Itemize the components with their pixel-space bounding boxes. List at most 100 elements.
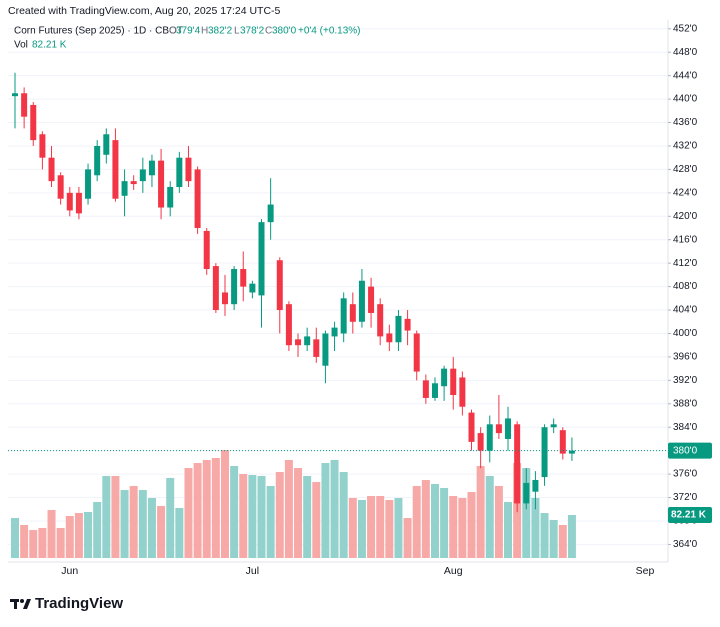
legend-title: Corn Futures (Sep 2025) · 1D · CBOT — [14, 26, 183, 37]
last-price-label: 380'0 — [673, 445, 698, 456]
volume-bar — [440, 488, 449, 558]
x-tick-label: Sep — [636, 565, 655, 577]
candle-body — [130, 181, 137, 185]
candle-body — [495, 424, 502, 434]
logo-mark — [23, 599, 31, 609]
y-tick-label: 424'0 — [673, 187, 698, 198]
candle-body — [441, 368, 448, 387]
candle-body — [322, 333, 329, 366]
price-axis: 452'0 448'0 444'0 440'0 436'0 432'0 428'0 424'0… — [61, 23, 712, 577]
candle-body — [66, 192, 73, 211]
legend-value: 379'4 — [176, 26, 201, 37]
y-tick-label: 444'0 — [673, 70, 698, 81]
legend-key: C — [265, 26, 272, 37]
watermark: Created with TradingView.com, Aug 20, 20… — [8, 5, 281, 17]
candle-body — [249, 283, 256, 293]
last-price-tag — [668, 442, 712, 459]
volume-bar — [230, 466, 239, 558]
volume-bar — [467, 491, 476, 558]
volume-bar — [202, 459, 211, 558]
volume-bar — [129, 485, 138, 558]
volume-bar — [239, 474, 248, 558]
candle-body — [276, 260, 283, 311]
volume-bar — [531, 498, 540, 558]
volume-bar — [540, 513, 549, 558]
volume-pane — [11, 450, 576, 558]
candle-body — [158, 160, 165, 208]
volume-bar — [312, 482, 321, 558]
volume-bar — [102, 475, 111, 558]
candle-body — [532, 479, 539, 492]
legend-key: O — [169, 26, 177, 37]
volume-bar — [38, 527, 47, 558]
volume-tag — [668, 507, 712, 524]
candle-body — [194, 169, 201, 229]
candle-body — [48, 157, 55, 182]
volume-bar — [166, 477, 175, 558]
volume-bar — [476, 466, 485, 558]
y-tick-label: 432'0 — [673, 141, 698, 152]
volume-bar — [211, 458, 220, 558]
legend-value: 378'2 — [240, 26, 265, 37]
volume-bar — [403, 517, 412, 558]
volume-bar — [275, 472, 284, 558]
y-tick-label: 412'0 — [673, 258, 698, 269]
volume-bar — [111, 475, 120, 558]
volume-bar — [430, 483, 439, 558]
brand: TradingView — [35, 595, 123, 612]
volume-bar — [385, 499, 394, 558]
legend: O 379'4 H 382'2 L 378'2 C 380'0 +0'4 (+0.13%) — [169, 26, 361, 37]
candle-body — [85, 169, 92, 199]
y-tick-label: 436'0 — [673, 117, 698, 128]
volume-bar — [184, 467, 193, 558]
y-tick-label: 416'0 — [673, 234, 698, 245]
y-tick-label: 400'0 — [673, 328, 698, 339]
candle-body — [258, 222, 265, 296]
candle-body — [212, 266, 219, 311]
logo-mark — [20, 599, 24, 603]
volume-bar — [157, 506, 166, 558]
volume-bar — [485, 475, 494, 558]
candle-body — [313, 339, 320, 357]
y-tick-label: 448'0 — [673, 47, 698, 58]
volume-bar — [257, 475, 266, 558]
y-tick-label: 420'0 — [673, 211, 698, 222]
y-tick-label: 396'0 — [673, 352, 698, 363]
candle-body — [295, 339, 302, 346]
volume-title: Vol — [14, 40, 28, 51]
y-tick-label: 388'0 — [673, 398, 698, 409]
volume-bar — [549, 519, 558, 558]
candle-body — [559, 430, 566, 454]
volume-bar — [138, 490, 147, 558]
candle-body — [486, 424, 493, 451]
candle-body — [514, 424, 521, 504]
candle-body — [340, 298, 347, 334]
legend-key: H — [201, 26, 208, 37]
candle-body — [176, 157, 183, 187]
y-tick-label: 376'0 — [673, 469, 698, 480]
candle-body — [231, 269, 238, 305]
x-tick-label: Aug — [444, 565, 463, 577]
volume-bar — [303, 475, 312, 558]
y-tick-label: 372'0 — [673, 492, 698, 503]
candle-body — [422, 380, 429, 398]
candle-body — [550, 424, 557, 428]
candle-body — [30, 104, 37, 141]
volume-bar — [74, 513, 83, 558]
candle-body — [568, 450, 575, 454]
candle-body — [94, 145, 101, 176]
volume-bar — [458, 498, 467, 558]
volume-bar — [29, 530, 38, 558]
volume-bar — [47, 509, 56, 558]
volume-bar — [20, 524, 29, 558]
volume-bar — [522, 467, 531, 558]
volume-bar — [120, 490, 129, 558]
legend-value: 380'0 — [272, 26, 297, 37]
candle-body — [267, 204, 274, 223]
volume-bar — [558, 524, 567, 558]
candle-body — [185, 157, 192, 182]
candle-body — [12, 93, 18, 97]
volume-bar — [394, 498, 403, 558]
volume-bar — [248, 474, 257, 558]
